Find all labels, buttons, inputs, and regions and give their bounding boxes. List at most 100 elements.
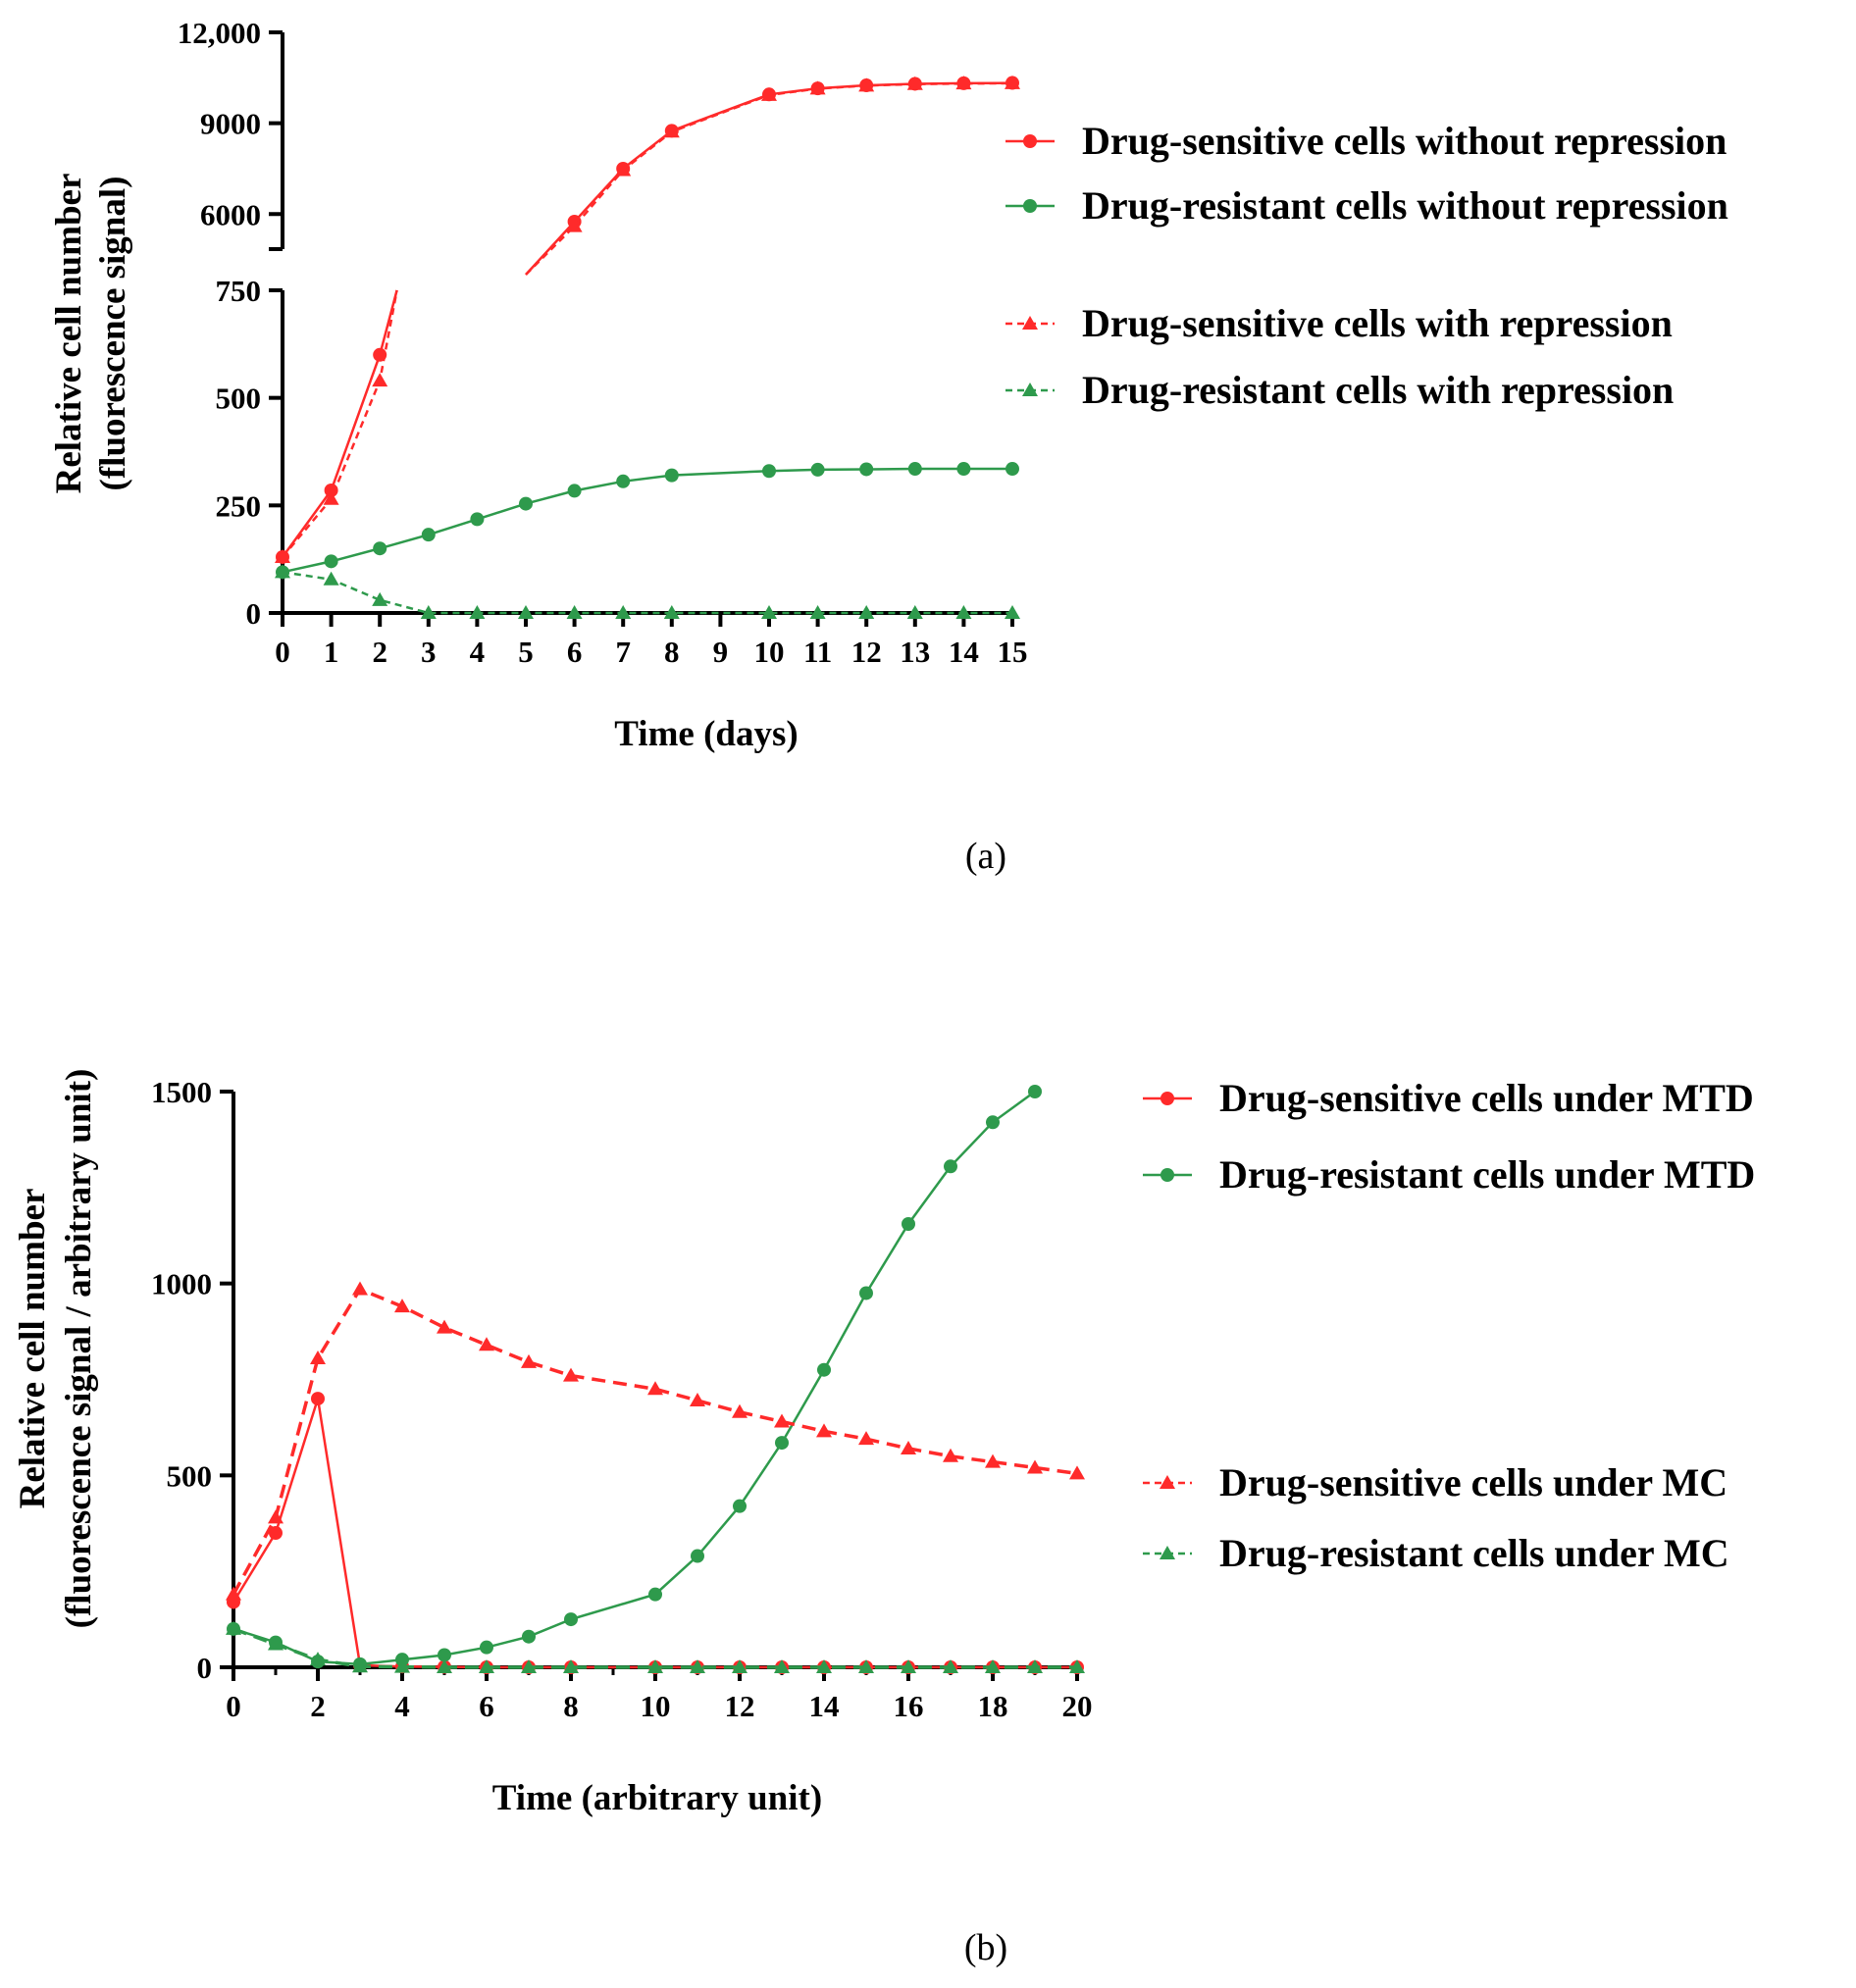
panel-label-a: (a) — [965, 836, 1006, 877]
point-b-0-2 — [311, 1392, 325, 1406]
series-b-0 — [227, 1392, 1084, 1674]
y-tick-labels-b: 0 500 1000 1500 — [151, 1075, 212, 1685]
point-b-2-9 — [647, 1381, 663, 1396]
point-b-2-10 — [690, 1393, 705, 1407]
x-tick-label-b-4: 8 — [563, 1689, 579, 1723]
x-tick-label-a-1: 1 — [324, 635, 339, 669]
x-tick-label-a-3: 3 — [421, 635, 437, 669]
point-b-3-4 — [394, 1658, 410, 1673]
point-b-3-12 — [774, 1659, 790, 1673]
point-a-3-7 — [615, 605, 632, 619]
point-b-2-8 — [563, 1367, 579, 1382]
legend-label-1: Drug-resistant cells without repression — [1082, 183, 1728, 228]
y-tick-label-b-1: 500 — [167, 1458, 213, 1493]
point-a-1-8 — [664, 468, 679, 483]
point-a-2-10 — [955, 76, 972, 90]
point-a-3-6 — [566, 605, 583, 619]
point-b-3-19 — [1069, 1659, 1085, 1673]
x-tick-label-b-0: 0 — [226, 1689, 241, 1723]
y-tick-label-lower-a-3: 750 — [216, 274, 262, 308]
legend-marker-2 — [1160, 1475, 1175, 1489]
point-b-3-15 — [901, 1659, 916, 1673]
y-tick-label-upper-a-2: 12,000 — [178, 16, 261, 50]
y-tick-label-lower-a-1: 250 — [216, 488, 262, 523]
point-b-3-3 — [352, 1658, 368, 1673]
legend-label-1: Drug-resistant cells under MTD — [1219, 1152, 1755, 1197]
y-axis-title-b-line2: (fluorescence signal / arbitrary unit) — [59, 1069, 99, 1629]
point-b-1-14 — [859, 1286, 873, 1300]
x-tick-labels-a: 0 1 2 3 4 5 6 7 8 9 10 11 12 13 14 15 — [275, 635, 1027, 669]
point-a-3-10 — [809, 605, 826, 619]
y-axis-title-b-line1: Relative cell number — [13, 1189, 53, 1509]
point-b-3-14 — [858, 1659, 874, 1673]
point-a-1-5 — [519, 496, 533, 511]
point-a-1-11 — [859, 462, 874, 477]
legend-marker-1 — [1023, 199, 1037, 213]
series-line-a-3 — [282, 571, 1012, 615]
point-b-1-6 — [480, 1640, 493, 1655]
point-b-2-13 — [816, 1423, 832, 1438]
x-tick-label-b-2: 4 — [394, 1689, 410, 1723]
point-b-1-18 — [1028, 1085, 1042, 1098]
x-tick-label-a-4: 4 — [470, 635, 486, 669]
point-b-3-17 — [985, 1659, 1001, 1673]
series-b-1 — [227, 1085, 1042, 1671]
point-a-3-1 — [323, 571, 339, 586]
point-b-3-5 — [437, 1659, 452, 1673]
series-a-1 — [276, 462, 1019, 580]
series-group-a — [275, 75, 1020, 619]
x-tick-label-a-12: 12 — [851, 635, 882, 669]
series-a-2 — [275, 75, 1020, 563]
y-axis-title-a-line1: Relative cell number — [49, 174, 89, 494]
point-a-2-0 — [275, 548, 290, 563]
series-a-3 — [275, 564, 1020, 619]
point-b-2-1 — [268, 1509, 284, 1524]
legend-marker-3 — [1022, 382, 1038, 396]
point-b-2-2 — [310, 1350, 326, 1364]
point-a-3-13 — [955, 605, 972, 619]
point-a-1-13 — [956, 462, 971, 477]
legend-label-3: Drug-resistant cells with repression — [1082, 368, 1674, 412]
x-tick-label-b-3: 6 — [479, 1689, 494, 1723]
point-b-2-15 — [901, 1440, 916, 1454]
series-line-upper-a-0 — [525, 81, 1013, 276]
point-a-1-2 — [373, 541, 387, 556]
x-tick-label-a-9: 9 — [713, 635, 729, 669]
x-tick-labels-b: 0 2 4 6 8 10 12 14 16 18 20 — [226, 1689, 1092, 1723]
x-tick-label-a-15: 15 — [998, 635, 1028, 669]
y-tick-label-upper-a-1: 9000 — [200, 107, 261, 141]
point-a-2-6 — [761, 86, 777, 101]
series-line-lower-a-0 — [281, 289, 398, 558]
point-b-2-18 — [1027, 1459, 1043, 1474]
x-axis-title-a: Time (days) — [614, 714, 798, 754]
x-tick-label-b-6: 12 — [725, 1689, 755, 1723]
point-a-2-9 — [906, 76, 923, 90]
point-b-2-14 — [858, 1431, 874, 1446]
y-tick-label-lower-a-0: 0 — [246, 596, 262, 631]
point-b-3-1 — [268, 1636, 284, 1651]
point-a-3-8 — [663, 605, 680, 619]
point-b-2-16 — [943, 1448, 958, 1462]
y-tick-label-b-3: 1500 — [151, 1075, 212, 1109]
point-b-1-5 — [438, 1648, 451, 1662]
point-b-2-3 — [352, 1281, 368, 1296]
x-tick-label-a-7: 7 — [615, 635, 631, 669]
point-a-1-3 — [421, 528, 436, 542]
point-a-0-1 — [324, 483, 338, 497]
x-tick-label-a-10: 10 — [754, 635, 785, 669]
point-a-3-12 — [906, 605, 923, 619]
point-a-3-2 — [372, 591, 388, 606]
point-b-1-13 — [817, 1362, 831, 1377]
point-a-2-4 — [615, 162, 632, 177]
point-b-2-11 — [732, 1403, 748, 1418]
series-line-upper-a-2 — [525, 81, 1013, 276]
x-tick-label-b-5: 10 — [641, 1689, 671, 1723]
point-a-1-9 — [762, 464, 776, 479]
point-b-1-15 — [902, 1217, 915, 1232]
x-tick-label-b-1: 2 — [310, 1689, 326, 1723]
point-a-2-3 — [566, 218, 583, 232]
legend-marker-0 — [1160, 1092, 1174, 1105]
point-b-2-17 — [985, 1453, 1001, 1468]
x-axis-title-b: Time (arbitrary unit) — [492, 1778, 822, 1818]
point-b-2-19 — [1069, 1465, 1085, 1480]
